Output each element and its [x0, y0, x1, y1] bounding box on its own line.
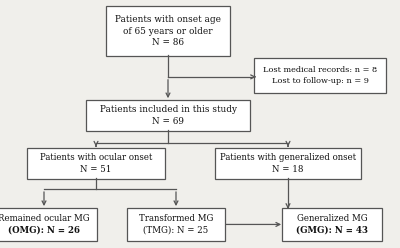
Text: Patients with onset age
of 65 years or older
N = 86: Patients with onset age of 65 years or o…	[115, 15, 221, 47]
FancyBboxPatch shape	[254, 58, 386, 93]
FancyBboxPatch shape	[215, 148, 361, 179]
FancyBboxPatch shape	[86, 100, 250, 131]
Text: Generalized MG: Generalized MG	[297, 214, 367, 223]
Text: Lost medical records: n = 8
Lost to follow-up: n = 9: Lost medical records: n = 8 Lost to foll…	[263, 66, 377, 85]
FancyBboxPatch shape	[0, 208, 97, 241]
Text: Transformed MG: Transformed MG	[139, 214, 213, 223]
FancyBboxPatch shape	[282, 208, 382, 241]
Text: (GMG): N = 43: (GMG): N = 43	[296, 226, 368, 235]
Text: Patients included in this study
N = 69: Patients included in this study N = 69	[100, 105, 236, 126]
FancyBboxPatch shape	[27, 148, 165, 179]
Text: Remained ocular MG: Remained ocular MG	[0, 214, 90, 223]
FancyBboxPatch shape	[127, 208, 225, 241]
Text: Patients with generalized onset
N = 18: Patients with generalized onset N = 18	[220, 153, 356, 174]
FancyBboxPatch shape	[106, 5, 230, 57]
Text: (OMG): N = 26: (OMG): N = 26	[8, 226, 80, 235]
Text: Patients with ocular onset
N = 51: Patients with ocular onset N = 51	[40, 153, 152, 174]
Text: (TMG): N = 25: (TMG): N = 25	[143, 226, 209, 235]
